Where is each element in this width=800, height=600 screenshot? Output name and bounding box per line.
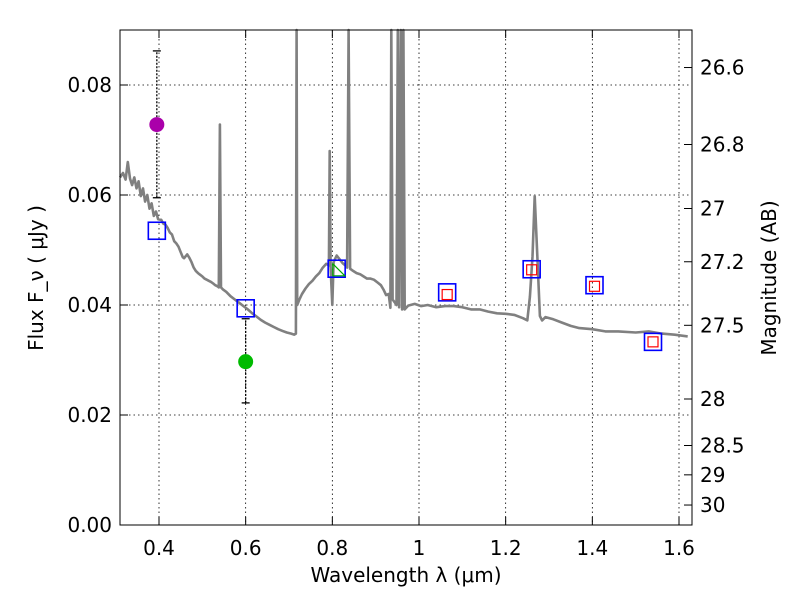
model-flux-square	[522, 259, 541, 279]
plot-frame	[119, 29, 693, 526]
x-tick-label: 0.8	[316, 536, 348, 560]
right-tick-label: 28	[700, 387, 725, 411]
x-tick-label: 1.4	[576, 536, 608, 560]
right-tick-label: 28.5	[700, 434, 745, 458]
x-tick-label: 0.4	[143, 536, 175, 560]
x-axis-label: Wavelength λ (μm)	[310, 563, 501, 587]
observed-flux-square	[526, 264, 538, 276]
y-tick-label: 0.04	[67, 293, 112, 317]
right-tick-label: 27	[700, 197, 725, 221]
y-axis-label: Flux F_ν ( μJy )	[24, 205, 48, 351]
model-sed-line	[118, 28, 688, 338]
model-flux-square	[643, 332, 663, 352]
right-tick-label: 30	[700, 493, 725, 517]
x-tick-label: 0.6	[230, 536, 262, 560]
x-tick-label: 1.2	[490, 536, 522, 560]
observed-triangle-marker	[332, 262, 347, 277]
model-spectrum	[118, 28, 688, 338]
right-tick-label: 27.5	[700, 313, 745, 337]
right-tick-label: 26.6	[700, 56, 745, 80]
x-tick-label: 1	[413, 536, 426, 560]
y-tick-label: 0.00	[67, 513, 112, 537]
x-tick-label: 1.6	[663, 536, 695, 560]
observed-flux-point	[238, 354, 254, 370]
right-axis-label: Magnitude (AB)	[757, 200, 781, 355]
observed-flux-square	[588, 280, 601, 292]
observed-flux-point	[149, 117, 165, 133]
right-tick-label: 26.8	[700, 132, 745, 156]
model-flux-square	[327, 259, 346, 279]
model-flux-square	[147, 221, 167, 241]
model-flux-square	[236, 298, 255, 318]
data-markers	[147, 50, 663, 404]
observed-flux-square	[647, 336, 659, 348]
right-tick-label: 29	[700, 463, 725, 487]
observed-flux-square	[441, 288, 453, 301]
model-flux-square	[437, 283, 457, 302]
y-tick-label: 0.02	[67, 403, 112, 427]
y-tick-label: 0.08	[67, 73, 112, 97]
model-flux-square	[585, 275, 604, 295]
axis-ticks: 0.4 0.6 0.8 1 1.2 1.4 1.6 0.00 0.02 0.04 0.06 0.08 2…	[67, 30, 745, 560]
y-tick-label: 0.06	[67, 183, 112, 207]
right-tick-label: 27.2	[700, 250, 745, 274]
